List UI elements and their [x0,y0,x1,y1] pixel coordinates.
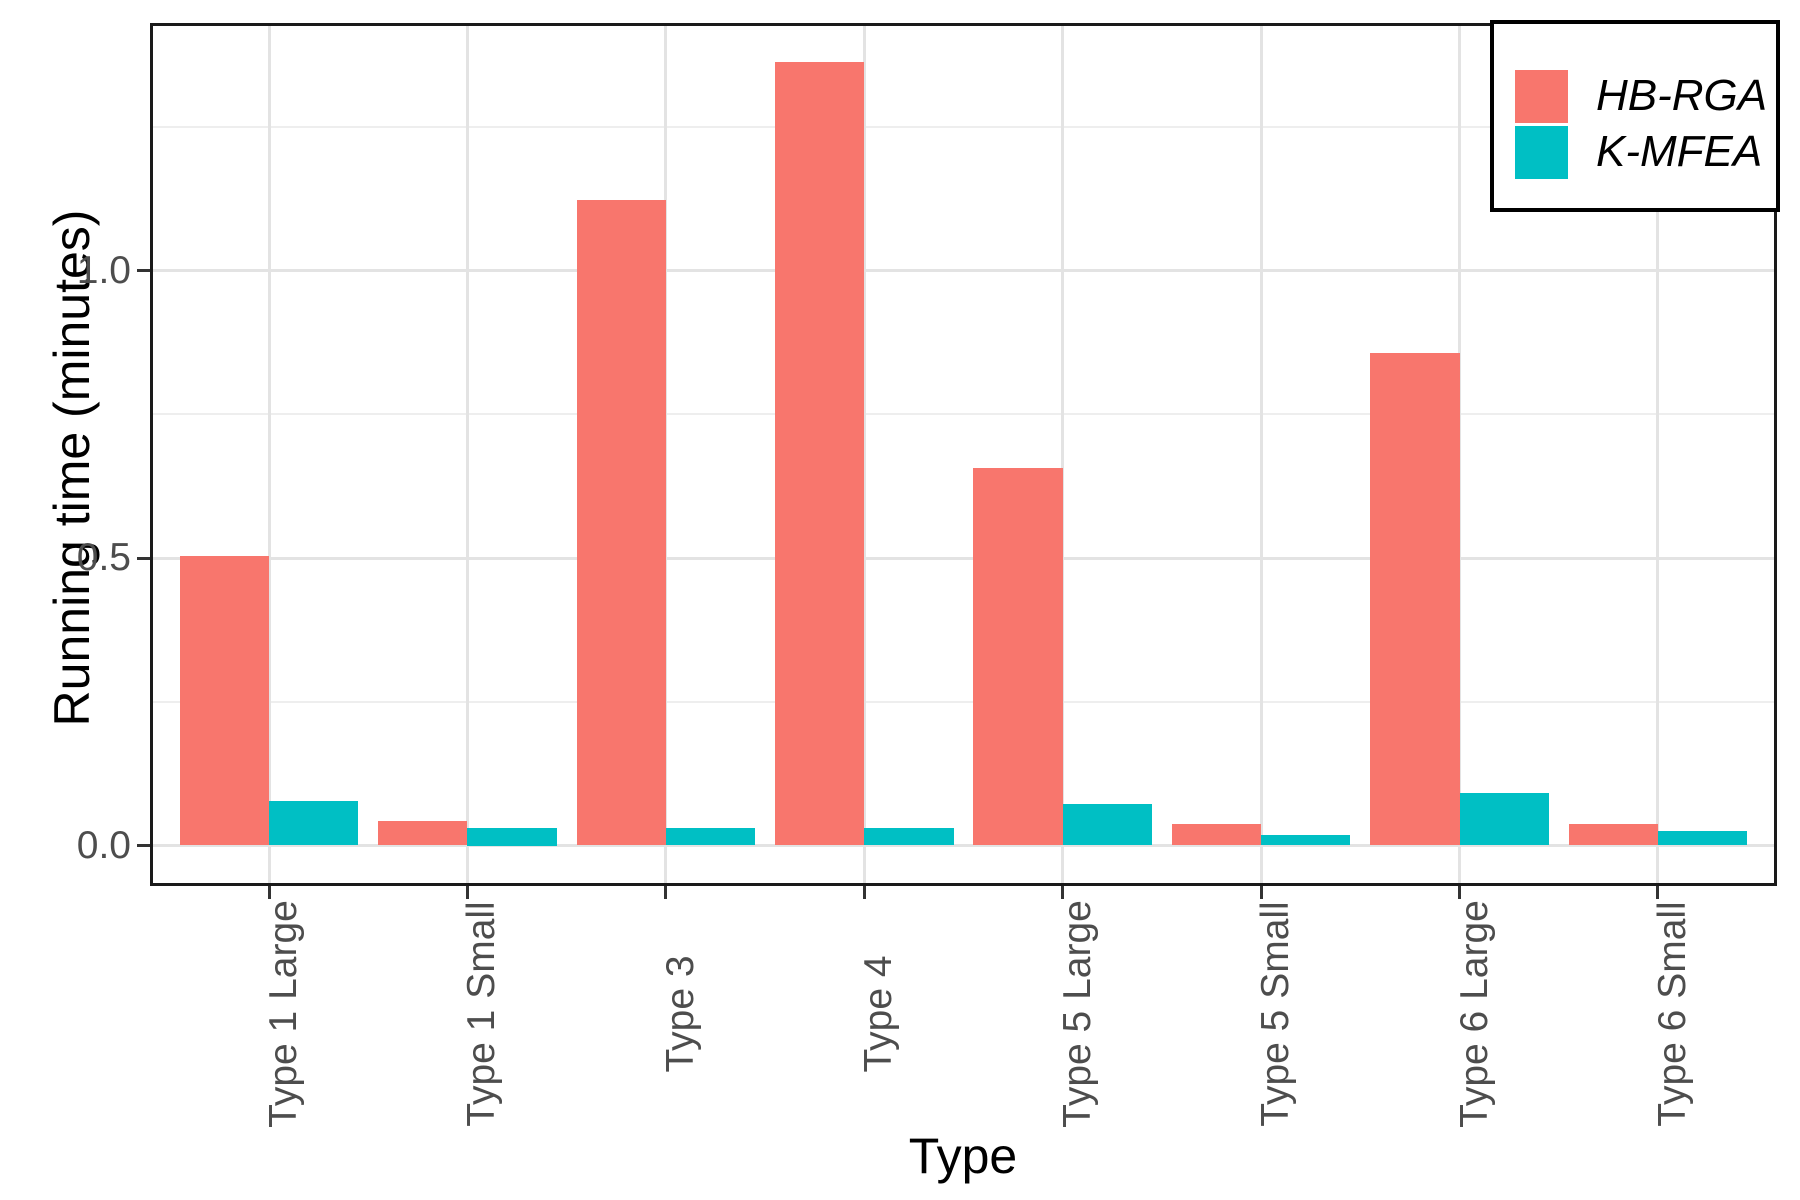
x-tick-mark-type-5-large [1061,886,1065,899]
bar-hb-rga-type-4 [775,62,865,846]
gridline-minor-y-0.75 [150,413,1777,416]
x-axis-title: Type [908,1128,1018,1184]
y-tick-label-0.0: 0.0 [76,823,131,867]
gridline-major-y-0.5 [150,556,1777,560]
x-tick-label-type-5-small: Type 5 Small [1254,901,1298,1127]
x-tick-mark-type-6-small [1656,886,1660,899]
gridline-major-y-1.0 [150,269,1777,272]
x-tick-label-type-4: Type 4 [857,955,901,1073]
bar-k-mfea-type-3 [665,827,756,846]
bar-hb-rga-type-5-small [1171,823,1262,846]
x-tick-mark-type-3 [664,886,668,899]
legend-item-hb-rga: HB-RGA [1515,68,1776,124]
x-tick-mark-type-5-small [1259,886,1263,899]
gridline-major-x-type-5-small [1259,23,1263,886]
gridline-major-x-type-1-large [267,23,271,886]
legend-item-k-mfea: K-MFEA [1515,124,1776,180]
gridline-major-y-0.0 [150,844,1777,847]
bar-k-mfea-type-1-large [269,800,359,846]
bar-k-mfea-type-5-large [1062,803,1152,846]
legend-label-hb-rga: HB-RGA [1596,71,1768,120]
x-tick-mark-type-6-large [1458,886,1462,899]
x-tick-label-type-6-small: Type 6 Small [1650,901,1694,1127]
bar-k-mfea-type-6-small [1657,830,1748,846]
y-tick-mark-0.5 [137,556,150,560]
x-tick-label-type-1-small: Type 1 Small [460,901,504,1127]
gridline-minor-y-1.25 [150,125,1777,128]
gridline-major-x-type-3 [664,23,668,886]
bar-k-mfea-type-1-small [467,828,557,846]
bar-hb-rga-type-5-large [973,467,1063,846]
y-tick-label-0.5: 0.5 [76,536,131,579]
x-tick-mark-type-1-large [267,886,271,899]
legend-key-k-mfea [1515,125,1568,179]
x-tick-label-type-1-large: Type 1 Large [262,900,306,1128]
legend-key-hb-rga [1515,69,1568,123]
y-tick-label-1.0: 1.0 [76,248,131,292]
gridline-major-x-type-1-small [465,23,469,886]
bar-hb-rga-type-6-small [1568,823,1658,846]
y-tick-mark-1.0 [137,269,150,272]
x-tick-mark-type-4 [862,886,866,899]
bar-k-mfea-type-5-small [1261,834,1351,846]
bar-hb-rga-type-1-small [378,820,468,846]
x-tick-label-type-6-large: Type 6 Large [1452,900,1496,1128]
gridline-major-x-type-5-large [1061,23,1065,886]
gridline-major-x-type-6-small [1656,23,1660,886]
x-tick-label-type-5-large: Type 5 Large [1055,900,1099,1128]
bar-hb-rga-type-3 [576,199,666,846]
bar-k-mfea-type-4 [864,827,954,846]
bar-hb-rga-type-6-large [1370,352,1460,846]
y-tick-mark-0.0 [137,844,150,847]
gridline-minor-y-0.25 [150,700,1777,703]
bar-hb-rga-type-1-large [179,556,270,846]
x-tick-mark-type-1-small [465,886,469,899]
x-tick-label-type-3: Type 3 [658,955,702,1073]
bar-k-mfea-type-6-large [1459,792,1549,846]
gridline-major-x-type-4 [862,23,866,886]
gridline-major-x-type-6-large [1458,23,1462,886]
legend: HB-RGA K-MFEA [1490,20,1780,212]
legend-label-k-mfea: K-MFEA [1596,127,1763,176]
